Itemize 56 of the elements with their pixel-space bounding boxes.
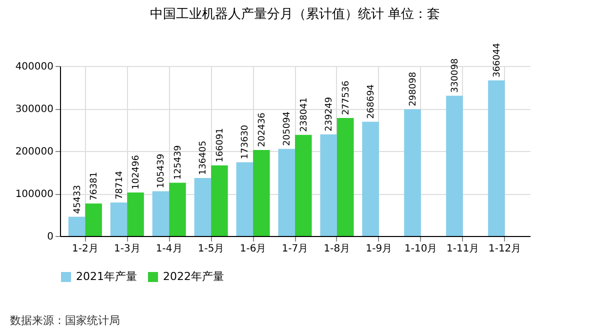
bar xyxy=(127,192,144,236)
data-label: 238041 xyxy=(299,97,310,132)
bar xyxy=(85,204,102,236)
x-tick-label: 1-6月 xyxy=(240,244,266,254)
bar xyxy=(278,148,295,236)
x-tick-label: 1-11月 xyxy=(446,244,480,254)
data-label: 45433 xyxy=(72,185,83,214)
y-tick-label: 100000 xyxy=(15,189,54,200)
bar xyxy=(295,134,312,236)
data-label: 102496 xyxy=(132,154,142,190)
legend-label: 2022年产量 xyxy=(163,270,224,283)
bar xyxy=(152,191,170,236)
data-label: 298098 xyxy=(408,72,418,106)
bar xyxy=(236,162,254,236)
x-tick-label: 1-4月 xyxy=(156,244,182,254)
y-tick-label: 400000 xyxy=(15,62,54,72)
data-label: 76381 xyxy=(90,172,100,201)
x-tick-label: 1-10月 xyxy=(404,244,438,254)
data-label: 205094 xyxy=(282,111,293,146)
bar xyxy=(320,134,337,236)
data-label: 239249 xyxy=(324,96,335,132)
bar xyxy=(404,109,421,236)
bar xyxy=(488,80,505,236)
data-label: 330098 xyxy=(450,58,460,93)
data-label: 105439 xyxy=(156,154,167,188)
x-tick-label: 1-9月 xyxy=(366,244,392,254)
data-label: 166091 xyxy=(215,128,226,162)
legend-label: 2021年产量 xyxy=(76,270,137,283)
data-label: 136405 xyxy=(198,140,209,176)
bar xyxy=(169,182,186,236)
bar xyxy=(211,165,228,236)
data-label: 202436 xyxy=(257,112,268,147)
bar xyxy=(336,118,354,236)
x-tick-label: 1-12月 xyxy=(488,244,522,254)
data-label: 366044 xyxy=(492,42,502,78)
bar xyxy=(110,202,128,236)
y-tick-label: 200000 xyxy=(15,146,54,158)
y-tick-label: 300000 xyxy=(15,104,54,115)
data-label: 125439 xyxy=(174,145,184,180)
bar xyxy=(68,216,86,236)
x-tick-label: 1-3月 xyxy=(114,244,140,254)
x-tick-label: 1-5月 xyxy=(198,244,224,254)
x-tick-label: 1-8月 xyxy=(324,244,350,254)
data-label: 78714 xyxy=(114,170,125,200)
source-note: 数据来源：国家统计局 xyxy=(10,314,120,327)
data-label: 173630 xyxy=(240,124,251,160)
bar xyxy=(362,122,379,236)
bar xyxy=(253,150,270,236)
data-label: 277536 xyxy=(341,80,352,116)
bar xyxy=(446,96,463,236)
bar xyxy=(194,178,212,236)
x-tick-label: 1-2月 xyxy=(72,244,98,254)
x-tick-label: 1-7月 xyxy=(282,244,308,254)
data-label: 268694 xyxy=(366,84,377,119)
chart-title: 中国工业机器人产量分月（累计值）统计 单位：套 xyxy=(150,7,440,22)
y-tick-label: 0 xyxy=(47,232,54,242)
